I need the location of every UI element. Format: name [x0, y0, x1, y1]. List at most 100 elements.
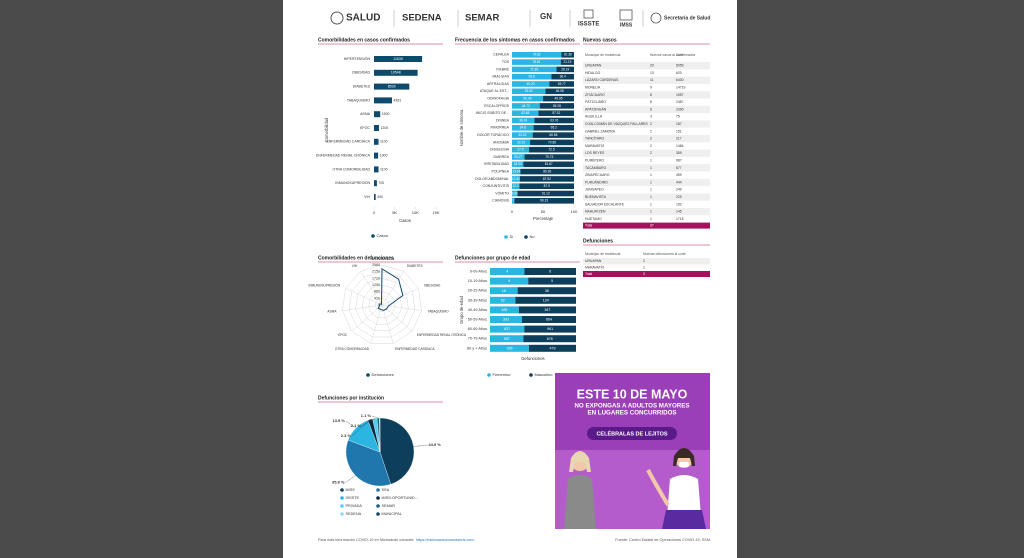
row-stripe [583, 208, 710, 216]
section-title: Frecuencia de los síntomas en casos conf… [455, 37, 575, 43]
y-axis-label: Grupo de edad [459, 295, 464, 324]
bar [374, 125, 379, 131]
cell: BUENAVISTA [585, 195, 607, 199]
row-stripe [583, 178, 710, 187]
banner-title: ESTE 10 DE MAYO [577, 387, 688, 401]
cell: 2 [650, 151, 652, 155]
bar-segment [512, 198, 515, 204]
r-tick-label: 1720 [372, 276, 380, 280]
cell: PURUÁNDIRO [585, 180, 608, 184]
cell: APATZINGÁN [585, 107, 607, 111]
cell: 2 [650, 129, 652, 133]
value-label: 961 [547, 327, 553, 331]
category-label: DISNEA [496, 118, 510, 122]
value-label: 1100 [380, 140, 388, 144]
category-label: ESCALOFRÍOS [484, 104, 510, 108]
cell: 2 [650, 144, 652, 148]
bar-segment [512, 132, 533, 138]
value-label: 400 [377, 195, 383, 199]
footer-source: Fuente: Centro Estatal de Operaciones CO… [615, 538, 710, 542]
category-label: VÓMITO [495, 190, 509, 195]
bar-segment [524, 154, 574, 160]
cell: MARAVATÍO [585, 144, 605, 148]
banner-text: NO EXPONGAS A ADULTOS MAYORES [574, 403, 689, 410]
cell: 13 [650, 71, 654, 75]
bar-segment [512, 176, 520, 182]
cell: AGUILILLA [585, 115, 603, 119]
cell: 620 [676, 71, 682, 75]
category-label: DIARREA [493, 155, 509, 159]
radar-line [377, 267, 404, 311]
logo: SEMAR [465, 13, 499, 24]
x-axis-label: Porcentaje [533, 216, 554, 221]
value-label: 50.05 [524, 97, 532, 101]
figure-arm [646, 469, 670, 507]
legend-swatch [340, 488, 344, 492]
legend-label: IMSS [346, 488, 356, 492]
value-label: 27.5 [517, 148, 523, 152]
bar-segment [515, 296, 576, 304]
category-label: 10-19 Años [468, 279, 487, 283]
value-label: 87.52 [543, 177, 551, 181]
bar-segment [512, 125, 534, 131]
bar-segment [556, 66, 574, 73]
cell: Total [585, 223, 592, 227]
bar-segment [512, 146, 530, 153]
section-title: Defunciones por grupo de edad [455, 255, 530, 261]
emblem [619, 9, 633, 21]
cell: 3 [643, 272, 645, 276]
value-label: 876 [547, 337, 553, 341]
cell: URUAPAN [585, 259, 602, 263]
value-label: 11639 [393, 57, 403, 61]
legend-swatch [376, 496, 380, 500]
category-label: ANOSMIA [493, 140, 510, 144]
spoke [360, 271, 383, 306]
bar [374, 152, 379, 159]
value-label: 396 [506, 346, 512, 350]
bar-segment [561, 52, 574, 58]
category-label: INICIO SÚBITO DE... [476, 111, 509, 115]
bar-segment [528, 277, 576, 285]
cell: MORELIA [585, 85, 601, 89]
cell: HIDALGO [585, 71, 601, 75]
bar [374, 56, 423, 62]
cell: 6 [650, 107, 652, 111]
logo: ISSSTE [578, 22, 599, 28]
r-tick-label: 2150 [372, 270, 380, 274]
bar-segment [519, 176, 574, 182]
value-label: 479 [549, 346, 555, 350]
value-label: 91.12 [542, 191, 550, 195]
value-label: 1100 [380, 167, 388, 171]
cell: 1557 [676, 93, 684, 97]
bar-segment [539, 103, 574, 109]
value-label: 2.1 % [351, 423, 362, 428]
axis-label: OBESIDAD [424, 284, 441, 288]
figure-mask [679, 462, 689, 467]
logo: IMSS [620, 22, 633, 28]
row-stripe [583, 91, 710, 99]
cell: NAHUATZEN [585, 210, 606, 214]
cell: ZITÁCUARO [585, 93, 605, 97]
bar [374, 180, 377, 187]
leader-line [413, 444, 428, 447]
r-tick-label: 2580 [372, 263, 380, 267]
axis-label: INMUNOSUPRESIÓN [308, 283, 340, 288]
cell: 6430 [676, 78, 684, 82]
legend-swatch [366, 373, 370, 377]
legend-swatch [529, 373, 533, 377]
legend-label: MUNICIPAL [382, 512, 402, 516]
axis-label: DIABETES [407, 264, 423, 268]
footer-link[interactable]: https://michoacancoronavirus.com [416, 538, 474, 542]
cell: 229 [676, 195, 682, 199]
bar-segment [512, 103, 540, 109]
cell: 2 [650, 137, 652, 141]
category-label: MIALGIAS [492, 75, 509, 79]
bar-segment [521, 316, 576, 323]
bar [374, 111, 381, 118]
cell: 9 [650, 85, 652, 89]
column-header: Nuevos casos al corte [650, 53, 683, 57]
bar-segment [528, 344, 576, 352]
value-label: 6 [549, 270, 551, 274]
cell: URUAPAN [585, 64, 602, 68]
figure-hair [673, 448, 695, 466]
